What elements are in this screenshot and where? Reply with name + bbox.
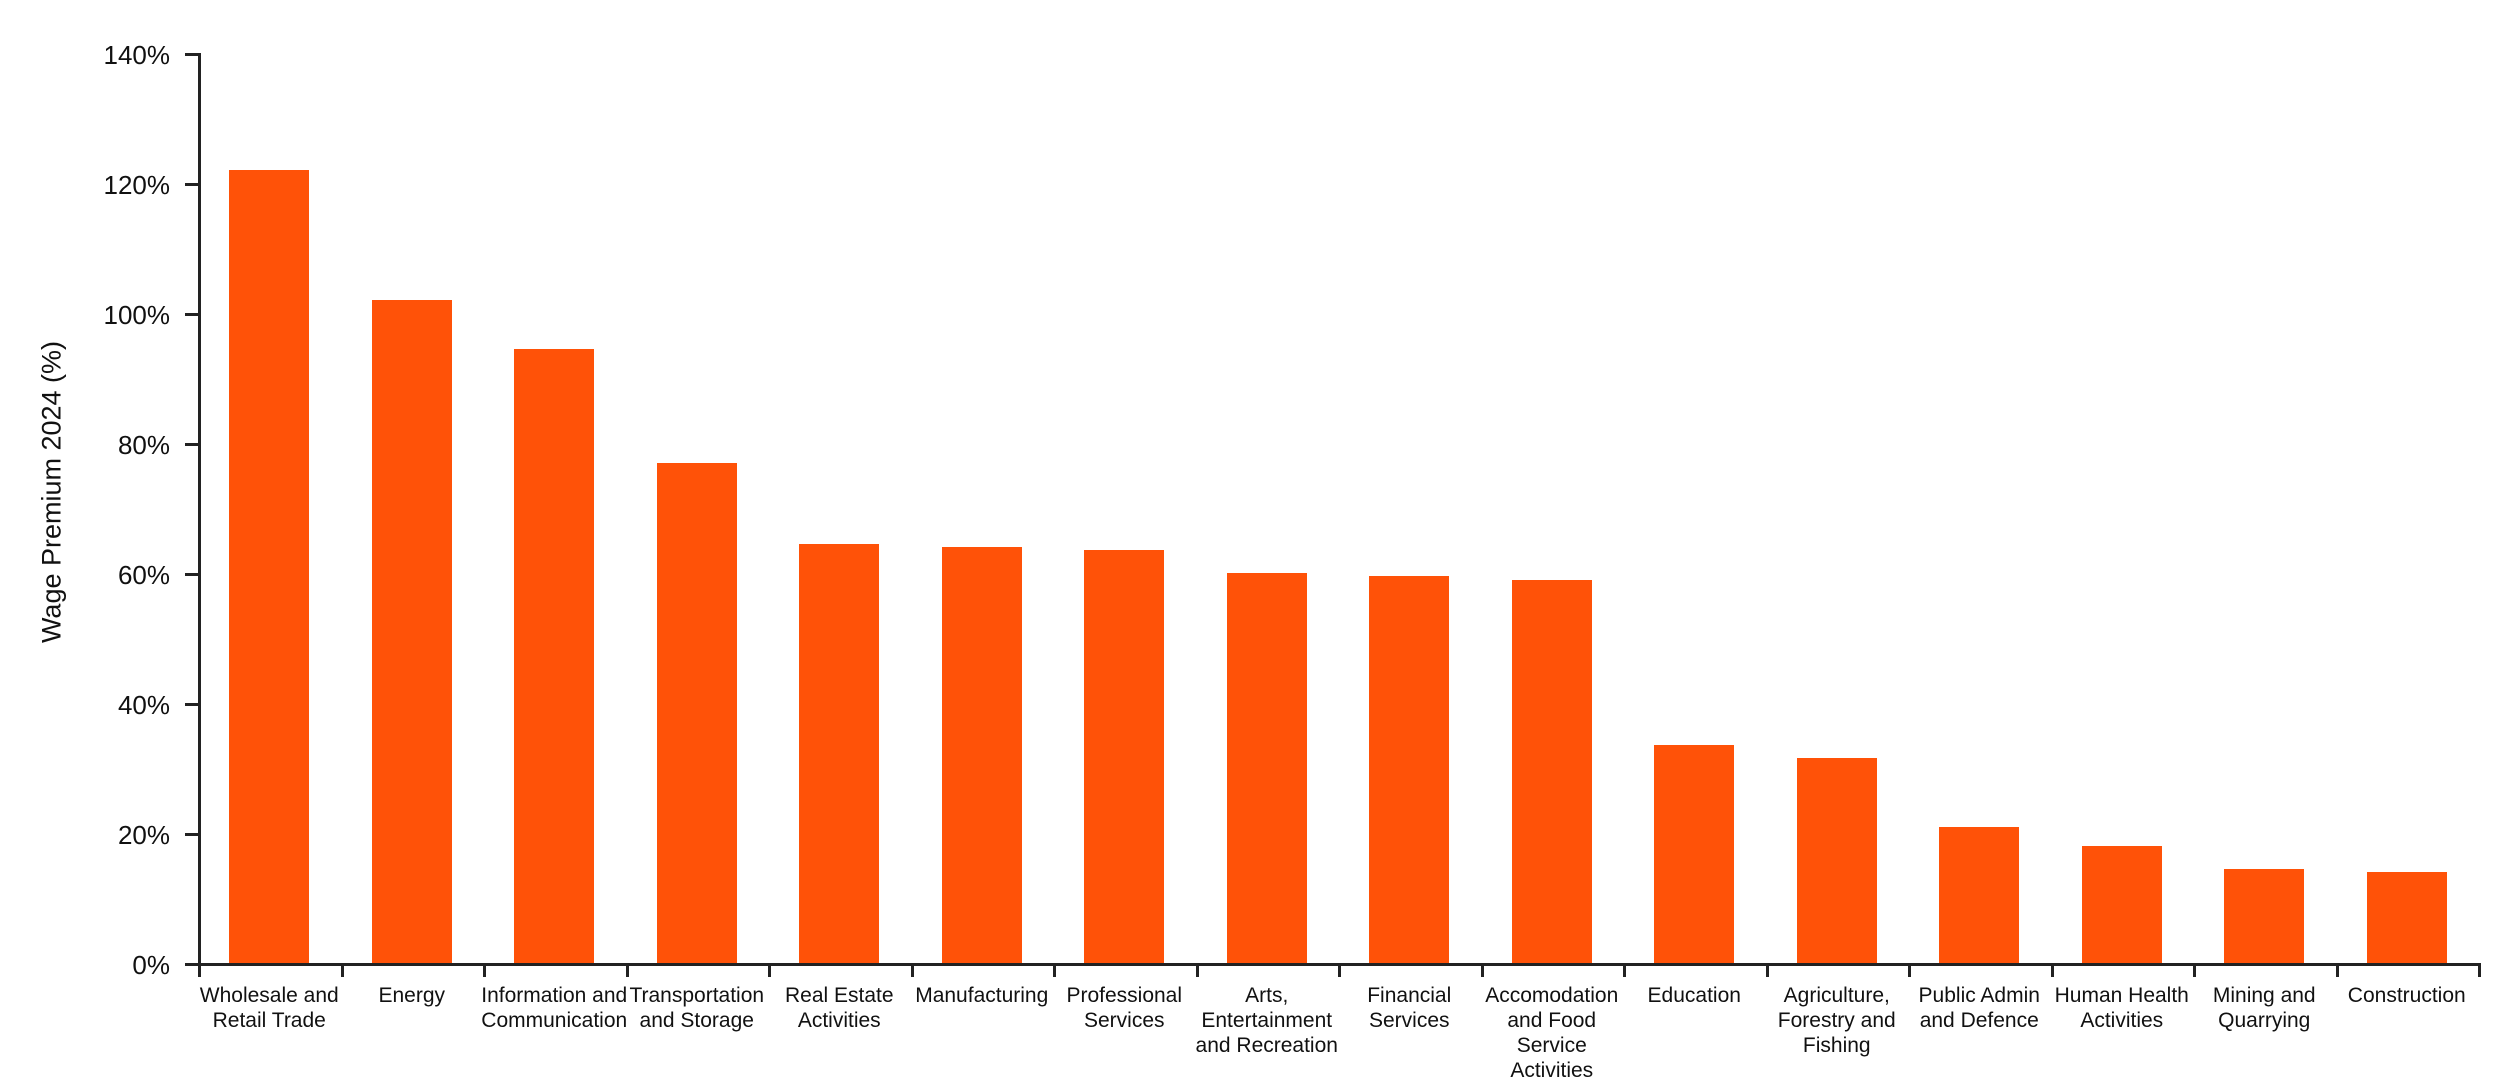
- category-label: Wholesale and Retail Trade: [199, 984, 339, 1032]
- y-tick-label: 140%: [103, 40, 171, 70]
- x-tick-mark: [2193, 963, 2196, 977]
- y-tick-label: 80%: [117, 430, 170, 460]
- bar: [1796, 758, 1877, 963]
- bar: [1939, 826, 2020, 963]
- y-tick-mark: [185, 963, 198, 966]
- y-tick-label: 20%: [117, 820, 170, 850]
- bar: [1511, 579, 1592, 963]
- x-tick-mark: [340, 963, 344, 977]
- category-label: Professional Services: [1066, 984, 1183, 1032]
- x-tick-mark: [198, 963, 201, 977]
- y-tick-mark: [185, 313, 198, 316]
- bar: [371, 300, 452, 963]
- category-label: Accomodation and Food Service Activities: [1485, 984, 1619, 1082]
- y-tick-label: 60%: [117, 560, 170, 590]
- bar: [941, 547, 1022, 963]
- bar: [1654, 745, 1735, 963]
- y-tick-mark: [185, 183, 198, 186]
- x-tick-mark: [2050, 963, 2054, 977]
- y-tick-mark: [185, 53, 198, 56]
- category-label: Transportation and Storage: [629, 984, 765, 1032]
- y-tick-mark: [185, 443, 198, 446]
- bar: [514, 348, 595, 963]
- x-tick-mark: [1765, 963, 1769, 977]
- y-tick-label: 120%: [103, 170, 171, 200]
- category-label: Energy: [378, 984, 446, 1007]
- bar: [1369, 576, 1450, 963]
- y-tick-mark: [185, 833, 198, 836]
- bar: [229, 170, 310, 963]
- x-tick-mark: [910, 963, 914, 977]
- y-tick-label: 40%: [117, 690, 170, 720]
- category-label: Manufacturing: [915, 984, 1049, 1007]
- category-label: Agriculture, Forestry and Fishing: [1777, 984, 1896, 1057]
- category-label: Financial Services: [1367, 984, 1452, 1032]
- bar: [2081, 846, 2162, 963]
- x-tick-mark: [483, 963, 486, 977]
- bar: [2224, 868, 2305, 963]
- category-label: Real Estate Activities: [784, 984, 894, 1032]
- category-label: Mining and Quarrying: [2212, 984, 2316, 1032]
- category-label: Human Health Activities: [2054, 984, 2189, 1032]
- x-tick-mark: [2335, 963, 2339, 977]
- x-tick-mark: [1338, 963, 1341, 977]
- x-tick-mark: [768, 963, 771, 977]
- y-tick-mark: [185, 573, 198, 576]
- x-tick-mark: [1053, 963, 1056, 977]
- bar: [1226, 573, 1307, 963]
- bar: [799, 543, 880, 963]
- category-label: Arts, Entertainment and Recreation: [1195, 984, 1338, 1057]
- bar: [1084, 550, 1165, 963]
- x-tick-mark: [625, 963, 629, 977]
- category-label: Information and Communication: [481, 984, 628, 1032]
- category-label: Construction: [2347, 984, 2466, 1007]
- category-label: Education: [1647, 984, 1741, 1007]
- bar: [656, 462, 737, 963]
- y-tick-label: 0%: [132, 950, 170, 980]
- x-tick-mark: [1195, 963, 1199, 977]
- y-tick-mark: [185, 703, 198, 706]
- bar: [2366, 872, 2447, 963]
- x-tick-mark: [1908, 963, 1911, 977]
- x-tick-mark: [2478, 963, 2481, 977]
- category-label: Public Admin and Defence: [1918, 984, 2040, 1032]
- x-tick-mark: [1480, 963, 1484, 977]
- x-tick-mark: [1623, 963, 1626, 977]
- y-tick-label: 100%: [103, 300, 171, 330]
- y-axis-line: [198, 53, 201, 966]
